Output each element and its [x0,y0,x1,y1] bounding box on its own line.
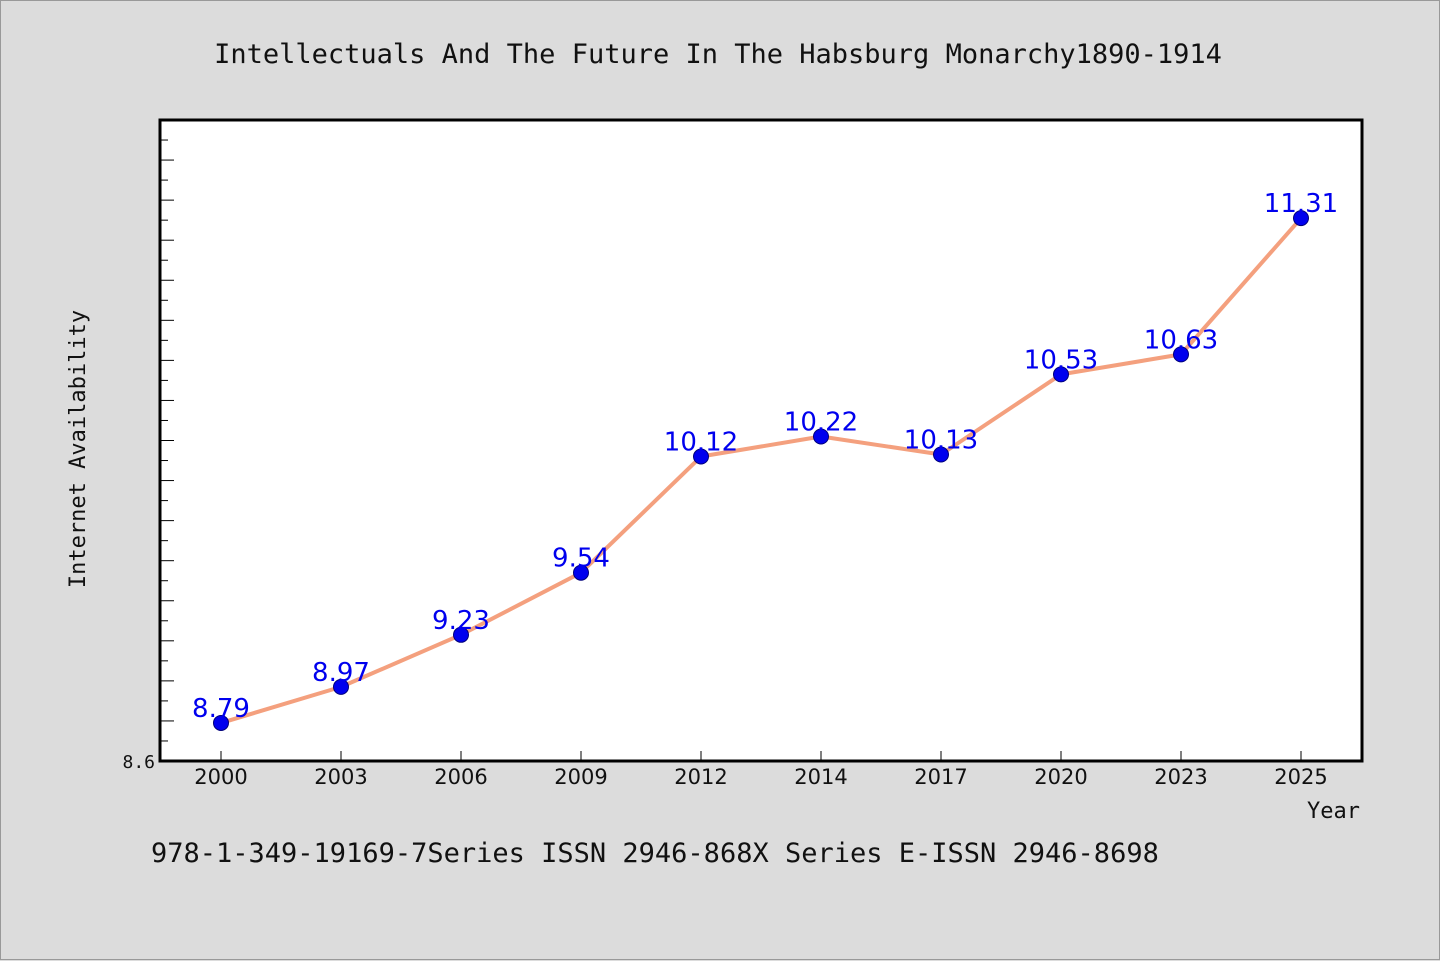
data-point [693,448,709,465]
y-axis-label: Internet Availability [66,310,91,588]
x-tick-label: 2017 [914,765,967,789]
x-tick-label: 2000 [194,765,247,789]
x-tick-label: 2025 [1274,765,1327,789]
x-axis-tick-labels: 2000 2003 2006 2009 2012 2014 2017 2020 2023 2025 [194,765,1327,789]
data-point [813,428,829,445]
x-axis-ticks [220,751,1302,761]
y-axis-min-label: 8.6 [122,752,155,773]
x-tick-label: 2009 [554,765,607,789]
data-label: 9.54 [552,544,610,574]
data-label: 11.31 [1264,189,1338,219]
data-label: 8.97 [312,658,370,688]
data-point [333,678,349,695]
data-point [1053,366,1069,383]
data-label: 10.63 [1144,325,1218,355]
data-point [933,446,949,463]
footer-isbn-issn: 978-1-349-19169-7Series ISSN 2946-868X S… [151,838,1159,869]
x-tick-label: 2023 [1154,765,1207,789]
x-tick-label: 2014 [794,765,847,789]
data-point [1293,210,1309,227]
x-tick-label: 2012 [674,765,727,789]
x-axis-label: Year [1307,799,1360,824]
data-label: 10.53 [1024,345,1098,375]
data-label: 9.23 [432,606,490,636]
y-axis-ticks [160,139,174,762]
data-point [213,714,229,731]
series-group: 8.79 8.97 9.23 9.54 10.12 10.22 10.13 10.53 10.6… [192,189,1338,731]
data-point [573,564,589,581]
x-tick-label: 2006 [434,765,487,789]
chart-title: Intellectuals And The Future In The Habs… [214,39,1222,70]
data-label: 8.79 [192,694,250,724]
data-label: 10.12 [664,428,738,458]
x-tick-label: 2020 [1034,765,1087,789]
series-line [220,216,1303,725]
data-label: 10.22 [784,407,858,437]
x-tick-label: 2003 [314,765,367,789]
plot-area [158,118,1364,763]
data-point [1173,346,1189,363]
data-label: 10.13 [904,426,978,456]
data-point [453,626,469,643]
